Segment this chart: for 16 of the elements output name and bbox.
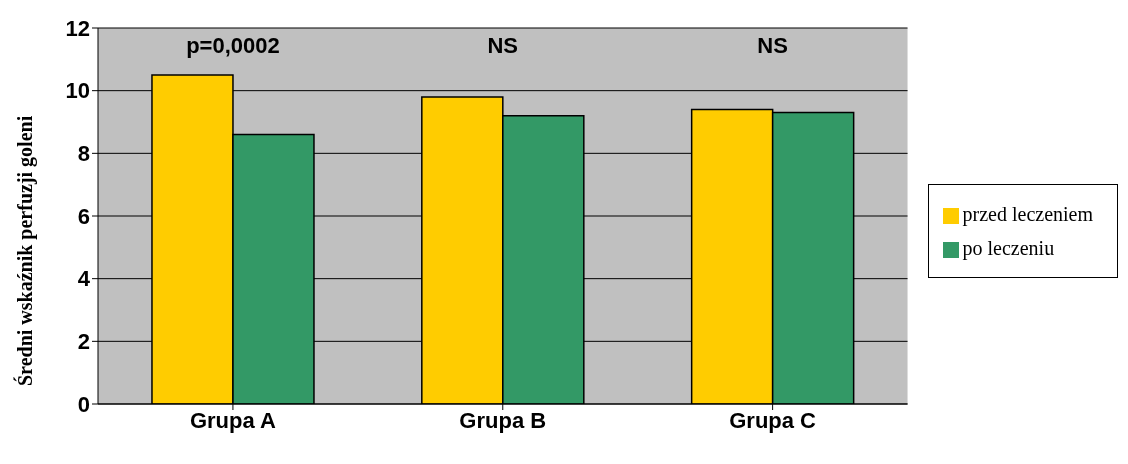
- y-tick-label: 4: [77, 266, 91, 292]
- x-tick-label: Grupa B: [459, 407, 547, 433]
- y-tick-label: 12: [65, 15, 90, 41]
- y-axis-title: Średni wskaźnik perfuzji goleni: [13, 115, 38, 386]
- y-tick-label: 6: [77, 203, 90, 229]
- annotation: NS: [487, 32, 519, 58]
- x-tick-label: Grupa C: [729, 407, 817, 433]
- y-tick-label: 2: [77, 329, 90, 355]
- y-tick-label: 0: [77, 391, 90, 417]
- legend-label: po leczeniu: [962, 237, 1055, 259]
- x-tick-label: Grupa A: [189, 407, 277, 433]
- annotation: p=0,0002: [186, 32, 280, 58]
- annotation: NS: [757, 32, 788, 58]
- y-tick-label: 10: [65, 78, 90, 104]
- legend-label: przed leczeniem: [962, 203, 1093, 225]
- y-tick-label: 8: [77, 141, 90, 167]
